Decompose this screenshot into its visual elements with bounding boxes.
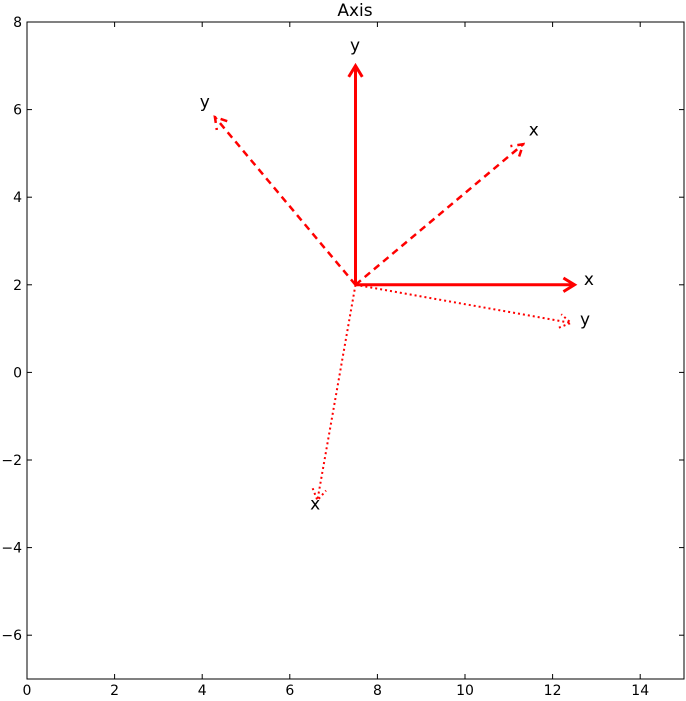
x-tick-label: 6 [285, 683, 294, 697]
arrow-shaft [354, 143, 525, 286]
arrow-head [213, 115, 228, 131]
arrow-shaft [213, 116, 357, 286]
arrow-solid-y: y [347, 36, 364, 285]
y-tick-label: −6 [1, 628, 22, 644]
arrow-dotted-x: x [310, 284, 357, 514]
y-tick-label: −2 [1, 453, 22, 469]
arrow-shaft [355, 283, 572, 324]
arrow-dashed-y: y [200, 92, 357, 286]
x-tick-label: 0 [23, 683, 32, 697]
arrow-dotted-y: y [355, 283, 590, 330]
arrow-shaft [316, 284, 357, 501]
x-tick-label: 8 [373, 683, 382, 697]
arrow-label: y [350, 36, 360, 56]
chart-title: Axis [337, 1, 372, 21]
plot-frame [26, 21, 685, 680]
x-tick-label: 10 [456, 683, 474, 697]
arrow-label: x [310, 494, 320, 514]
x-tick-label: 12 [544, 683, 562, 697]
x-tick-label: 14 [631, 683, 649, 697]
arrow-head [562, 276, 578, 293]
y-tick-label: −4 [1, 541, 22, 557]
y-tick-label: 4 [13, 190, 22, 206]
y-tick-label: 0 [13, 365, 22, 381]
y-tick-label: 2 [13, 278, 22, 294]
x-tick-label: 4 [198, 683, 207, 697]
y-tick-label: 6 [13, 103, 22, 119]
arrow-solid-x: x [355, 270, 594, 293]
y-tick-label: 8 [13, 15, 22, 31]
arrow-label: y [200, 92, 210, 112]
arrow-head [311, 487, 327, 503]
arrow-label: x [584, 270, 594, 290]
arrow-label: y [580, 310, 590, 330]
arrow-dashed-x: x [354, 120, 539, 286]
arrow-label: x [529, 120, 539, 140]
arrow-head [510, 142, 526, 157]
x-tick-label: 2 [110, 683, 119, 697]
arrow-head [347, 62, 364, 78]
arrow-head [558, 313, 573, 329]
